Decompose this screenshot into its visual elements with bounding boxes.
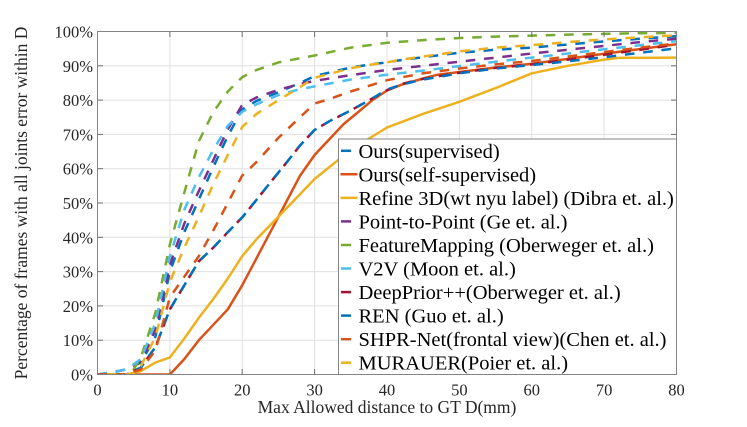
svg-text:80: 80 bbox=[668, 380, 685, 399]
svg-text:Percentage of frames with all: Percentage of frames with all joints err… bbox=[11, 27, 31, 380]
svg-text:10%: 10% bbox=[63, 331, 94, 350]
svg-text:Point-to-Point (Ge et. al.): Point-to-Point (Ge et. al.) bbox=[359, 211, 568, 233]
svg-text:Ours(self-supervised): Ours(self-supervised) bbox=[359, 164, 537, 186]
svg-text:40: 40 bbox=[379, 380, 396, 399]
svg-text:80%: 80% bbox=[63, 91, 94, 110]
svg-text:Ours(supervised): Ours(supervised) bbox=[359, 141, 500, 163]
svg-text:70%: 70% bbox=[63, 125, 94, 144]
svg-text:50: 50 bbox=[451, 380, 468, 399]
svg-text:REN (Guo et. al.): REN (Guo et. al.) bbox=[359, 306, 504, 328]
svg-text:MURAUER(Poier et. al.): MURAUER(Poier et. al.) bbox=[359, 353, 569, 375]
svg-text:SHPR-Net(frontal view)(Chen et: SHPR-Net(frontal view)(Chen et. al.) bbox=[359, 329, 667, 351]
svg-text:70: 70 bbox=[596, 380, 613, 399]
svg-text:Max Allowed distance to GT D(m: Max Allowed distance to GT D(mm) bbox=[258, 397, 517, 417]
svg-text:DeepPrior++(Oberweger et. al.): DeepPrior++(Oberweger et. al.) bbox=[359, 282, 621, 304]
svg-text:90%: 90% bbox=[63, 57, 94, 76]
svg-text:30%: 30% bbox=[63, 263, 94, 282]
svg-text:Refine 3D(wt nyu label) (Dibra: Refine 3D(wt nyu label) (Dibra et. al.) bbox=[359, 188, 674, 210]
svg-text:V2V (Moon et. al.): V2V (Moon et. al.) bbox=[359, 259, 516, 281]
svg-text:30: 30 bbox=[306, 380, 323, 399]
svg-text:0%: 0% bbox=[71, 366, 93, 385]
svg-text:40%: 40% bbox=[63, 228, 94, 247]
svg-text:100%: 100% bbox=[55, 23, 94, 42]
svg-text:60%: 60% bbox=[63, 160, 94, 179]
svg-text:20%: 20% bbox=[63, 297, 94, 316]
svg-text:50%: 50% bbox=[63, 194, 94, 213]
svg-text:0: 0 bbox=[93, 380, 101, 399]
svg-text:FeatureMapping (Oberweger et.: FeatureMapping (Oberweger et. al.) bbox=[359, 235, 654, 257]
svg-text:10: 10 bbox=[162, 380, 179, 399]
svg-text:60: 60 bbox=[524, 380, 541, 399]
svg-text:20: 20 bbox=[234, 380, 251, 399]
